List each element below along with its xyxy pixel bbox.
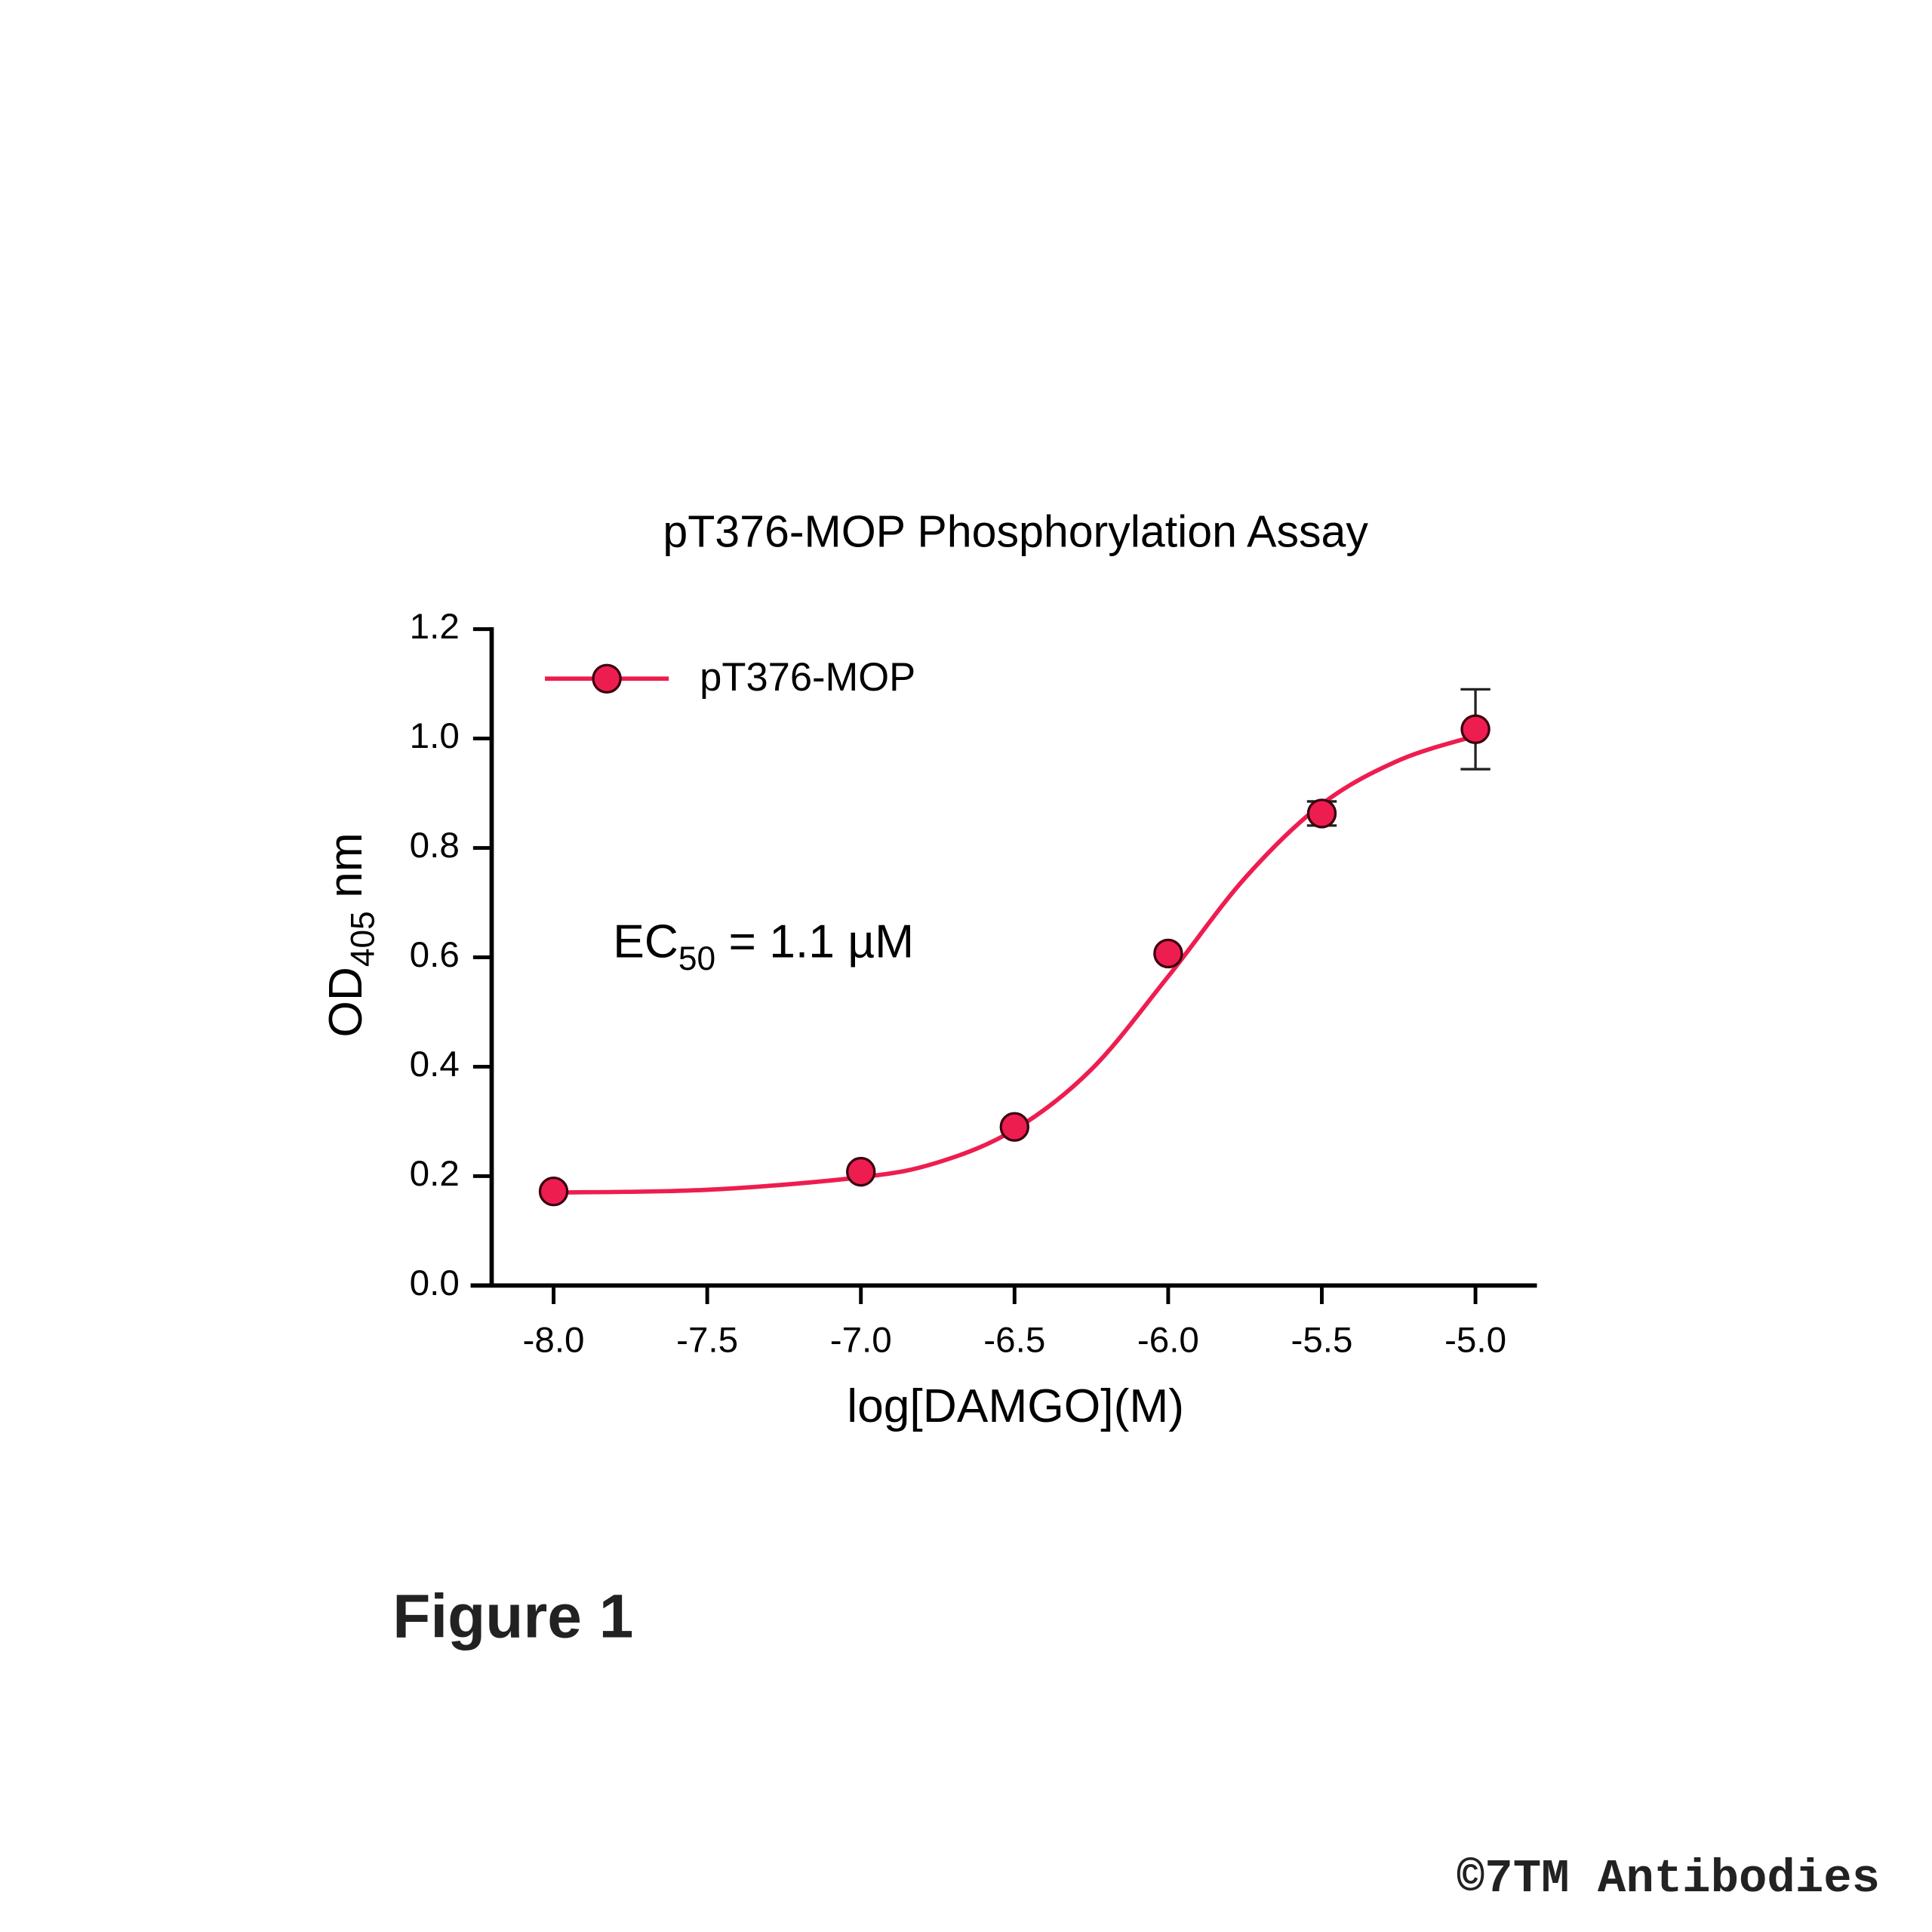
legend-marker (592, 663, 622, 694)
x-tick-label: -8.0 (523, 1320, 585, 1360)
y-label-unit: nm (320, 832, 372, 911)
y-tick-label: 1.0 (410, 716, 460, 756)
x-tick-label: -6.5 (983, 1320, 1045, 1360)
x-tick-label: -7.5 (676, 1320, 738, 1360)
annotation-rest: = 1.1 µM (715, 916, 914, 968)
chart-title: pT376-MOP Phosphorylation Assay (663, 507, 1368, 557)
annotation-main: EC (613, 916, 678, 968)
data-point (1153, 938, 1183, 969)
annotation: EC50 = 1.1 µM (613, 916, 914, 977)
legend-label: pT376-MOP (700, 655, 915, 700)
x-tick-label: -5.0 (1444, 1320, 1506, 1360)
data-point (846, 1156, 876, 1187)
y-tick-label: 1.2 (410, 607, 460, 647)
y-label-sub: 405 (345, 911, 382, 967)
x-tick-label: -5.5 (1291, 1320, 1352, 1360)
copyright: ©7TM Antibodies (1457, 1852, 1880, 1906)
data-point (1460, 714, 1491, 744)
data-point (999, 1112, 1029, 1142)
figure-label: Figure 1 (392, 1582, 633, 1651)
x-axis-label: log[DAMGO](M) (847, 1380, 1184, 1432)
data-point (538, 1177, 569, 1207)
data-point (1306, 798, 1337, 829)
y-label-main: OD (320, 967, 372, 1038)
y-axis-label: OD405 nm (320, 832, 381, 1037)
y-tick-label: 0.0 (410, 1263, 460, 1303)
x-tick-label: -6.0 (1137, 1320, 1199, 1360)
fit-curve (553, 734, 1476, 1195)
y-tick-label: 0.4 (410, 1044, 460, 1084)
x-tick-label: -7.0 (830, 1320, 892, 1360)
y-tick-label: 0.6 (410, 935, 460, 975)
y-tick-label: 0.8 (410, 826, 460, 866)
y-tick-label: 0.2 (410, 1154, 460, 1194)
annotation-sub: 50 (678, 940, 715, 977)
